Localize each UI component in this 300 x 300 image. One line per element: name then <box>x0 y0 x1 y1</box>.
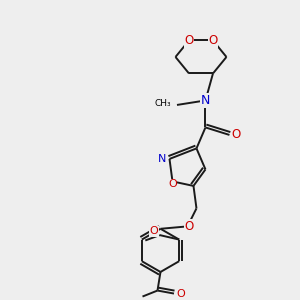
Text: O: O <box>176 289 185 298</box>
Text: O: O <box>231 128 241 141</box>
Text: N: N <box>201 94 210 107</box>
Text: O: O <box>149 226 158 236</box>
Text: O: O <box>184 34 194 47</box>
Text: CH₃: CH₃ <box>155 99 172 108</box>
Text: O: O <box>168 179 177 189</box>
Text: O: O <box>208 34 218 47</box>
Text: O: O <box>184 220 194 233</box>
Text: N: N <box>158 154 166 164</box>
